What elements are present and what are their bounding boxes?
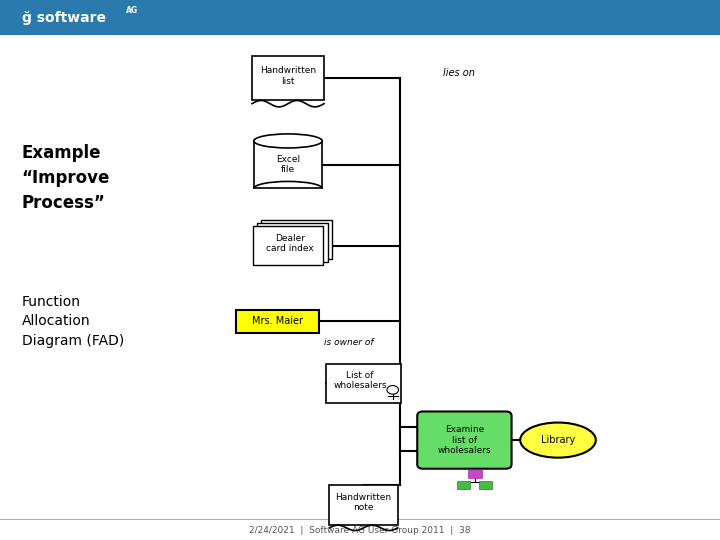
Text: Mrs. Maier: Mrs. Maier <box>252 316 302 326</box>
Circle shape <box>387 386 399 394</box>
FancyBboxPatch shape <box>479 481 492 489</box>
FancyBboxPatch shape <box>257 223 328 262</box>
FancyBboxPatch shape <box>468 470 482 478</box>
Text: List of
wholesalers: List of wholesalers <box>333 371 387 390</box>
FancyBboxPatch shape <box>254 141 323 188</box>
Text: Excel
file: Excel file <box>276 155 300 174</box>
Text: Example
“Improve
Process”: Example “Improve Process” <box>22 144 110 212</box>
Text: Function
Allocation
Diagram (FAD): Function Allocation Diagram (FAD) <box>22 295 124 348</box>
Ellipse shape <box>521 422 596 457</box>
FancyBboxPatch shape <box>261 220 332 259</box>
Text: Library: Library <box>541 435 575 445</box>
Text: Handwritten
list: Handwritten list <box>260 66 316 86</box>
Text: lies on: lies on <box>443 68 474 78</box>
Text: 2/24/2021  |  Software AG User Group 2011  |  38: 2/24/2021 | Software AG User Group 2011 … <box>249 526 471 535</box>
Text: Handwritten
note: Handwritten note <box>336 493 392 512</box>
FancyBboxPatch shape <box>325 364 402 403</box>
FancyBboxPatch shape <box>252 56 324 100</box>
FancyBboxPatch shape <box>457 481 470 489</box>
Ellipse shape <box>253 134 323 148</box>
FancyBboxPatch shape <box>0 0 720 35</box>
Text: is owner of: is owner of <box>325 339 374 347</box>
FancyBboxPatch shape <box>330 485 397 525</box>
FancyBboxPatch shape <box>253 226 323 265</box>
FancyBboxPatch shape <box>418 411 511 469</box>
Text: AG: AG <box>126 6 138 15</box>
FancyBboxPatch shape <box>236 310 319 333</box>
Text: Dealer
card index: Dealer card index <box>266 234 314 253</box>
Text: Examine
list of
wholesalers: Examine list of wholesalers <box>438 425 491 455</box>
Text: ğ software: ğ software <box>22 11 106 24</box>
